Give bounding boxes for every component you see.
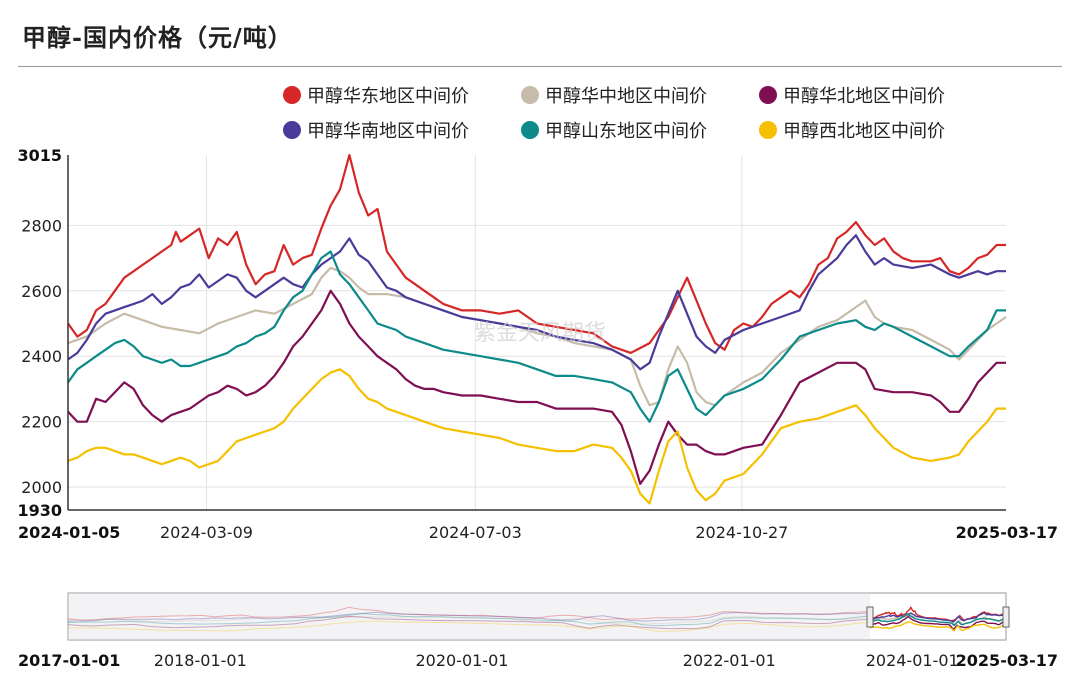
legend-dot-icon — [521, 86, 539, 104]
navigator-tick-label: 2017-01-01 — [18, 651, 120, 670]
legend-item[interactable]: 甲醇华南地区中间价 — [283, 117, 469, 143]
legend-label: 甲醇华北地区中间价 — [783, 86, 945, 107]
navigator-tick-label: 2022-01-01 — [683, 651, 776, 670]
y-tick-label: 2400 — [21, 347, 62, 366]
y-tick-label: 2200 — [21, 413, 62, 432]
navigator-series — [869, 621, 1006, 632]
series-layer — [67, 153, 1007, 505]
chart-title: 甲醇-国内价格（元/吨） — [22, 23, 293, 52]
legend-item[interactable]: 甲醇华中地区中间价 — [521, 82, 707, 108]
x-tick-label: 2024-01-05 — [18, 523, 120, 542]
y-tick-label: 3015 — [17, 146, 62, 165]
navigator-history — [67, 611, 871, 622]
legend-label: 甲醇华南地区中间价 — [307, 121, 469, 142]
navigator-handle-left — [866, 606, 874, 628]
legend-label: 甲醇西北地区中间价 — [783, 121, 945, 142]
series-line — [67, 266, 1007, 407]
navigator: 2017-01-01 2018-01-01 2020-01-01 2022-01-01… — [18, 592, 1058, 670]
legend-item[interactable]: 甲醇山东地区中间价 — [521, 117, 707, 143]
legend-dot-icon — [759, 86, 777, 104]
legend-dot-icon — [283, 121, 301, 139]
legend-label: 甲醇山东地区中间价 — [545, 121, 707, 142]
series-line — [67, 234, 1006, 371]
grid-lines — [68, 155, 1006, 510]
legend-item[interactable]: 甲醇华北地区中间价 — [759, 82, 945, 108]
series-line — [67, 153, 1006, 354]
y-tick-label: 2800 — [21, 216, 62, 235]
navigator-tick-label: 2018-01-01 — [154, 651, 247, 670]
legend-label: 甲醇华东地区中间价 — [307, 86, 469, 107]
title-divider — [18, 66, 1062, 67]
navigator-mask — [68, 593, 870, 640]
navigator-tick-label: 2025-03-17 — [956, 651, 1058, 670]
navigator-series — [869, 606, 1006, 622]
watermark: 紫金天风期货 — [474, 321, 606, 346]
navigator-history — [67, 620, 871, 632]
navigator-handle-right — [1002, 606, 1010, 628]
y-tick-label: 2000 — [21, 478, 62, 497]
series-line — [67, 289, 1006, 485]
navigator-history — [67, 612, 871, 627]
x-tick-label: 2024-10-27 — [695, 523, 788, 542]
navigator-tick-label: 2020-01-01 — [415, 651, 508, 670]
navigator-history — [67, 606, 871, 621]
y-tick-label: 2600 — [21, 282, 62, 301]
legend-item[interactable]: 甲醇西北地区中间价 — [759, 117, 945, 143]
series-line — [67, 250, 1006, 423]
navigator-series — [869, 615, 1006, 631]
navigator-tick-label: 2024-01-01 — [866, 651, 959, 670]
legend-dot-icon — [759, 121, 777, 139]
navigator-series — [869, 611, 1006, 623]
x-tick-label: 2024-07-03 — [429, 523, 522, 542]
legend-label: 甲醇华中地区中间价 — [545, 86, 707, 107]
x-tick-label: 2024-03-09 — [160, 523, 253, 542]
navigator-frame — [67, 592, 1007, 641]
series-line — [67, 368, 1006, 505]
navigator-history — [67, 615, 871, 630]
legend-dot-icon — [283, 86, 301, 104]
navigator-history — [68, 615, 871, 625]
legend-item[interactable]: 甲醇华东地区中间价 — [283, 82, 469, 108]
axes: 3015 2800 2600 2400 2200 2000 1930 2024-01-05 20… — [17, 146, 1058, 542]
navigator-series — [869, 613, 1006, 627]
y-tick-label: 1930 — [17, 501, 62, 520]
x-tick-label: 2025-03-17 — [956, 523, 1058, 542]
legend-dot-icon — [521, 121, 539, 139]
